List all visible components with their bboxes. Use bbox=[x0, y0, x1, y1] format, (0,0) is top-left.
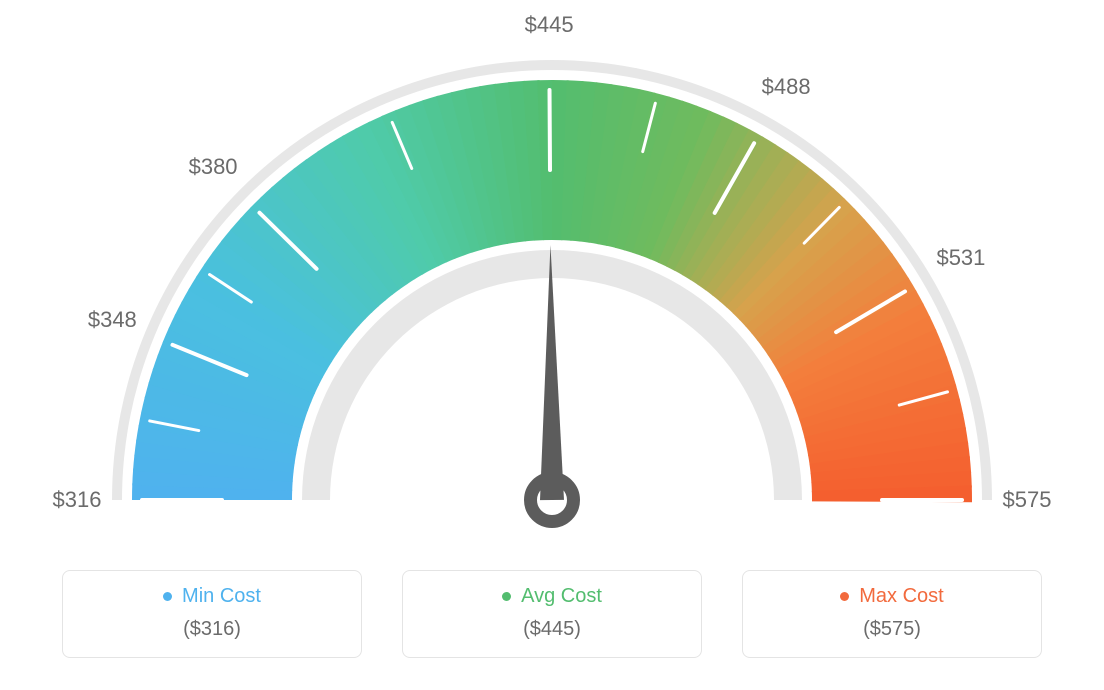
legend-value-max: ($575) bbox=[753, 618, 1031, 641]
dot-avg bbox=[502, 592, 511, 601]
gauge-chart: $316 $348 $380 $445 $488 $531 $575 bbox=[0, 0, 1104, 560]
legend-row: Min Cost ($316) Avg Cost ($445) Max Cost… bbox=[0, 560, 1104, 658]
legend-title-max-text: Max Cost bbox=[859, 585, 943, 608]
legend-card-avg: Avg Cost ($445) bbox=[402, 570, 702, 658]
legend-title-max: Max Cost bbox=[840, 585, 943, 608]
gauge-svg bbox=[0, 0, 1104, 560]
legend-title-avg: Avg Cost bbox=[502, 585, 602, 608]
tick-label: $316 bbox=[53, 487, 102, 513]
legend-title-avg-text: Avg Cost bbox=[521, 585, 602, 608]
tick-label: $575 bbox=[1003, 487, 1052, 513]
tick-label: $445 bbox=[525, 12, 574, 38]
tick-label: $348 bbox=[88, 307, 137, 333]
tick-label: $531 bbox=[936, 245, 985, 271]
legend-title-min: Min Cost bbox=[163, 585, 261, 608]
tick-label: $380 bbox=[189, 154, 238, 180]
legend-card-min: Min Cost ($316) bbox=[62, 570, 362, 658]
legend-value-avg: ($445) bbox=[413, 618, 691, 641]
legend-card-max: Max Cost ($575) bbox=[742, 570, 1042, 658]
dot-min bbox=[163, 592, 172, 601]
legend-value-min: ($316) bbox=[73, 618, 351, 641]
tick-label: $488 bbox=[762, 74, 811, 100]
dot-max bbox=[840, 592, 849, 601]
legend-title-min-text: Min Cost bbox=[182, 585, 261, 608]
